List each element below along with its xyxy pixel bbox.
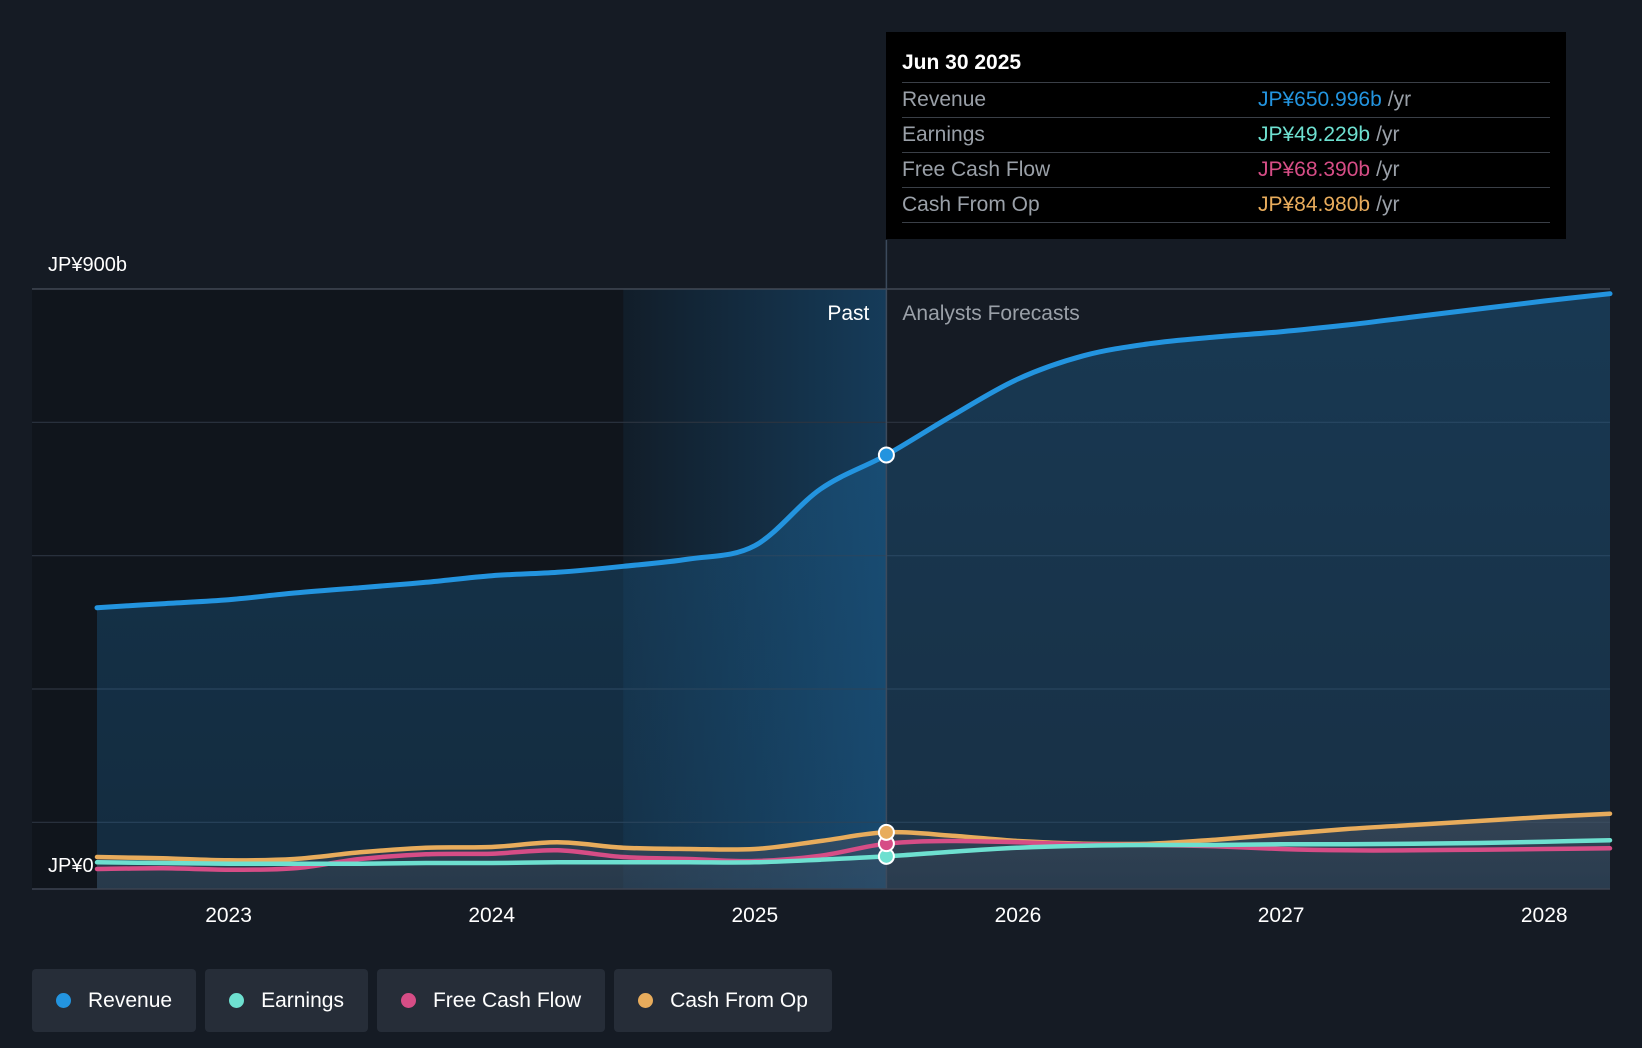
legend-item-revenue[interactable]: Revenue (32, 969, 197, 1032)
tooltip-label: Earnings (902, 123, 985, 146)
marker-cash-from-op (877, 823, 895, 841)
x-tick-label: 2027 (1258, 904, 1305, 927)
legend-label: Free Cash Flow (432, 988, 582, 1012)
tooltip: Jun 30 2025 Revenue JP¥650.996b /yr Earn… (886, 32, 1566, 239)
series-line-revenue (94, 291, 1613, 611)
tooltip-row-earnings: Earnings JP¥49.229b /yr (902, 118, 1550, 153)
tooltip-label: Free Cash Flow (902, 158, 1051, 181)
legend-label: Cash From Op (670, 988, 808, 1012)
legend: Revenue Earnings Free Cash Flow Cash Fro… (32, 969, 832, 1032)
x-tick-label: 2025 (731, 904, 778, 927)
series-lines (94, 291, 1613, 872)
tooltip-row-revenue: Revenue JP¥650.996b /yr (902, 83, 1550, 118)
tooltip-unit: /yr (1376, 193, 1400, 216)
tooltip-unit: /yr (1376, 123, 1400, 146)
x-tick-label: 2026 (995, 904, 1042, 927)
free-cash-flow-dot-icon (400, 993, 416, 1008)
cash-from-op-dot-icon (638, 993, 654, 1008)
series-line-earnings (94, 838, 1613, 866)
tooltip-unit: /yr (1387, 88, 1412, 111)
tooltip-value: JP¥68.390b (1258, 158, 1371, 181)
tooltip-label: Revenue (902, 88, 987, 111)
x-tick-label: 2028 (1521, 904, 1568, 927)
legend-label: Earnings (261, 988, 344, 1012)
tooltip-row-cash-from-op: Cash From Op JP¥84.980b /yr (902, 188, 1550, 223)
tooltip-value: JP¥49.229b (1258, 123, 1371, 146)
legend-item-earnings[interactable]: Earnings (205, 969, 368, 1032)
x-tick-label: 2023 (205, 904, 252, 927)
highlight-markers (877, 446, 895, 865)
tooltip-row-free-cash-flow: Free Cash Flow JP¥68.390b /yr (902, 153, 1550, 188)
revenue-dot-icon (56, 993, 71, 1008)
x-tick-label: 2024 (468, 904, 515, 927)
series-line-cash-from-op (94, 811, 1613, 863)
tooltip-label: Cash From Op (902, 193, 1040, 216)
y-axis-top-label: JP¥900b (48, 254, 127, 276)
tooltip-unit: /yr (1376, 158, 1400, 181)
series-line-free-cash-flow (94, 838, 1613, 872)
legend-label: Revenue (88, 988, 173, 1012)
tooltip-value: JP¥650.996b (1258, 88, 1382, 111)
y-axis-bottom-label: JP¥0 (48, 855, 94, 877)
marker-revenue (877, 446, 895, 464)
tooltip-date: Jun 30 2025 (902, 46, 1550, 83)
legend-item-free-cash-flow[interactable]: Free Cash Flow (376, 969, 606, 1032)
tooltip-value: JP¥84.980b (1258, 193, 1371, 216)
forecast-label: Analysts Forecasts (902, 302, 1079, 325)
legend-item-cash-from-op[interactable]: Cash From Op (614, 969, 832, 1032)
earnings-dot-icon (229, 993, 245, 1008)
x-tick-labels: 2023 2024 2025 2026 2027 2028 (205, 904, 1567, 927)
past-label: Past (827, 302, 869, 325)
revenue-area (97, 293, 1610, 889)
